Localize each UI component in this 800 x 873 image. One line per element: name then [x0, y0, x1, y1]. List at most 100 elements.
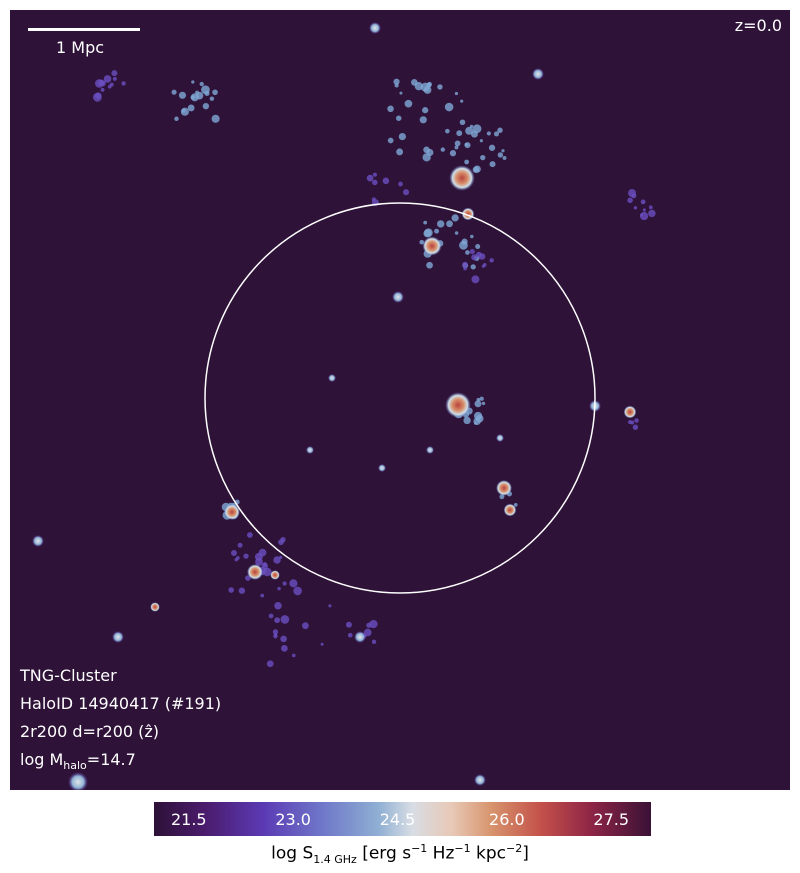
emission-blob [272, 629, 279, 635]
emission-blob [422, 153, 431, 162]
emission-blob [623, 405, 637, 419]
emission-blob [632, 424, 639, 430]
emission-blob [454, 231, 459, 235]
emission-blob [392, 291, 404, 303]
emission-blob [394, 83, 399, 88]
emission-blob [255, 557, 263, 566]
emission-blob [434, 228, 440, 234]
emission-blob [411, 79, 418, 86]
emission-blob [100, 87, 105, 92]
emission-blob [320, 642, 324, 646]
emission-blob [280, 615, 290, 624]
emission-blob [478, 253, 486, 260]
emission-blob [109, 82, 114, 87]
colorbar-tick: 27.5 [593, 810, 630, 829]
emission-blob [503, 503, 517, 517]
halo-info: TNG-Cluster HaloID 14940417 (#191) 2r200… [20, 662, 221, 780]
emission-blob [488, 144, 496, 151]
emission-blob [489, 161, 496, 168]
emission-blob [277, 586, 281, 591]
emission-blob [633, 206, 638, 210]
emission-blob [470, 264, 476, 270]
emission-blob [372, 172, 377, 177]
emission-blob [424, 228, 433, 237]
emission-blob [440, 147, 446, 152]
emission-blob [369, 619, 378, 629]
emission-blob [634, 418, 639, 423]
emission-blob [422, 236, 442, 256]
emission-blob [631, 193, 637, 199]
emission-blob [423, 220, 428, 225]
scale-bar-label: 1 Mpc [56, 38, 105, 57]
emission-blob [68, 772, 88, 790]
emission-blob [404, 99, 413, 108]
emission-blob [480, 154, 486, 161]
emission-blob [279, 555, 283, 559]
emission-blob [98, 79, 105, 86]
emission-blob [393, 78, 400, 85]
emission-blob [642, 208, 646, 212]
emission-layer [32, 22, 656, 790]
emission-blob [469, 124, 474, 129]
emission-blob [474, 421, 478, 425]
emission-blob [648, 205, 653, 210]
emission-blob [497, 127, 503, 133]
emission-blob [471, 254, 478, 261]
emission-blob [266, 660, 274, 668]
emission-blob [479, 139, 483, 143]
emission-blob [187, 104, 195, 112]
emission-blob [328, 604, 332, 608]
emission-blob [243, 553, 249, 559]
emission-blob [274, 617, 281, 624]
emission-blob [237, 542, 243, 548]
emission-blob [289, 579, 298, 588]
emission-blob [465, 250, 470, 255]
emission-blob [630, 420, 635, 425]
emission-blob [463, 266, 467, 271]
emission-blob [387, 137, 394, 144]
emission-blob [460, 99, 464, 103]
emission-blob [178, 91, 187, 99]
emission-blob [451, 214, 459, 222]
emission-blob [464, 159, 470, 165]
radio-emission-map: 1 Mpc z=0.0 TNG-Cluster HaloID 14940417 … [10, 10, 790, 790]
emission-blob [454, 140, 461, 147]
colorbar-tick: 24.5 [379, 810, 416, 829]
emission-blob [474, 400, 482, 408]
r200-circle [204, 202, 596, 594]
emission-blob [273, 633, 278, 637]
emission-blob [201, 85, 210, 95]
halo-id: HaloID 14940417 (#191) [20, 693, 222, 713]
emission-blob [366, 622, 372, 628]
emission-blob [476, 397, 481, 402]
emission-blob [103, 75, 112, 83]
emission-blob [112, 631, 124, 643]
emission-blob [461, 238, 468, 245]
emission-blob [328, 374, 336, 382]
emission-blob [211, 114, 220, 123]
emission-blob [398, 132, 406, 141]
emission-blob [472, 166, 480, 173]
emission-blob [268, 613, 274, 619]
emission-blob [470, 234, 474, 239]
emission-blob [363, 628, 372, 637]
emission-blob [171, 89, 177, 95]
emission-blob [260, 593, 265, 598]
emission-blob [230, 549, 237, 556]
emission-blob [437, 84, 443, 90]
emission-blob [426, 261, 433, 269]
emission-blob [371, 639, 377, 644]
emission-blob [399, 91, 403, 95]
emission-blob [471, 275, 480, 284]
emission-blob [481, 401, 486, 406]
emission-blob [459, 119, 466, 126]
emission-blob [261, 562, 268, 570]
emission-blob [92, 92, 102, 102]
emission-blob [648, 209, 656, 218]
emission-blob [422, 107, 429, 114]
emission-blob [470, 130, 478, 138]
emission-blob [258, 548, 267, 557]
emission-blob [532, 68, 544, 80]
emission-blob [446, 220, 453, 228]
emission-blob [496, 434, 504, 442]
